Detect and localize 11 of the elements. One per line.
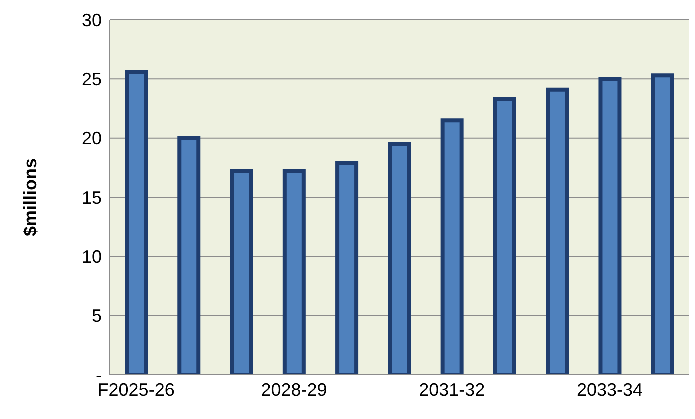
x-tick-label: 2031-32: [419, 380, 486, 400]
y-tick-label: 15: [82, 188, 102, 208]
y-tick-label: 10: [82, 247, 102, 268]
y-tick-label: 20: [82, 128, 102, 149]
x-tick-label: 2028-29: [261, 380, 328, 400]
y-tick-label: 25: [82, 70, 102, 90]
x-tick-label: 2033-34: [577, 380, 644, 400]
y-tick-label: 5: [92, 306, 102, 326]
y-axis-title: $millions: [20, 158, 40, 237]
x-tick-label: F2025-26: [98, 380, 175, 400]
y-tick-label: 30: [82, 10, 102, 30]
